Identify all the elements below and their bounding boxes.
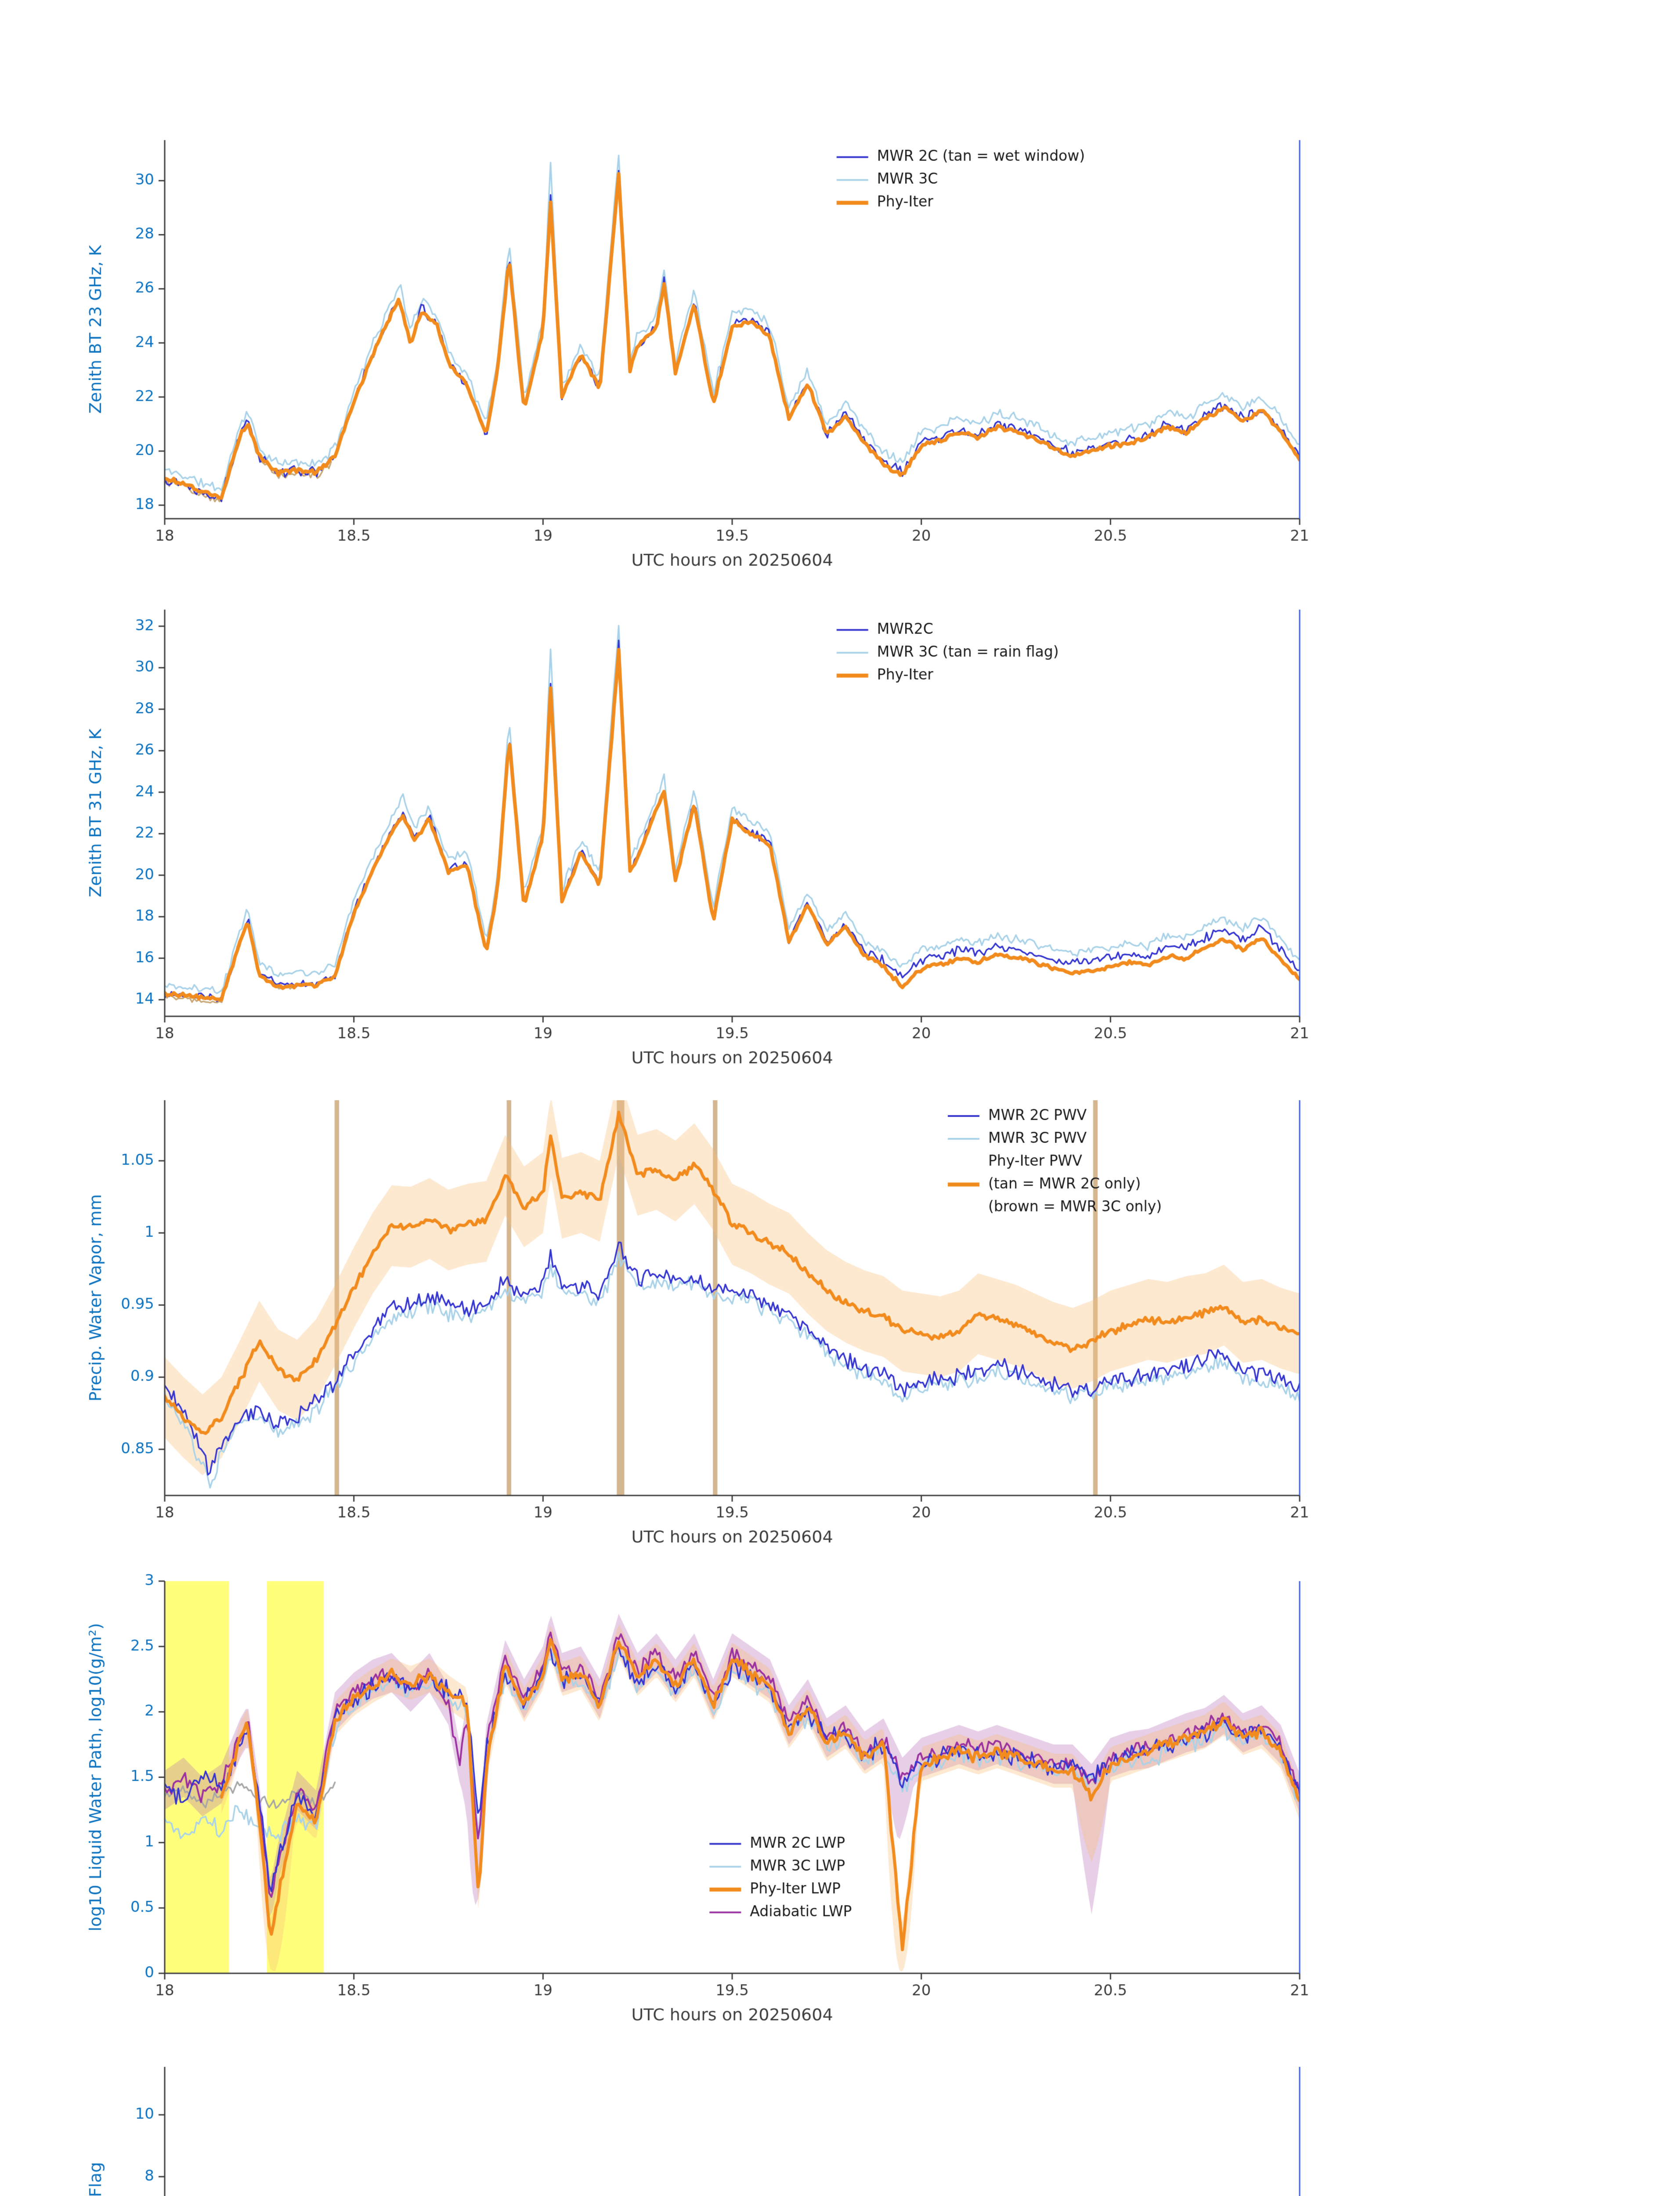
chart-liquid-water-path [0, 1564, 1680, 2064]
chart-dq-flag [0, 2047, 1680, 2196]
chart-precip-water-vapor [0, 1080, 1680, 1564]
chart-zenith-bt-23ghz [0, 0, 1680, 589]
chart-zenith-bt-31ghz [0, 589, 1680, 1080]
